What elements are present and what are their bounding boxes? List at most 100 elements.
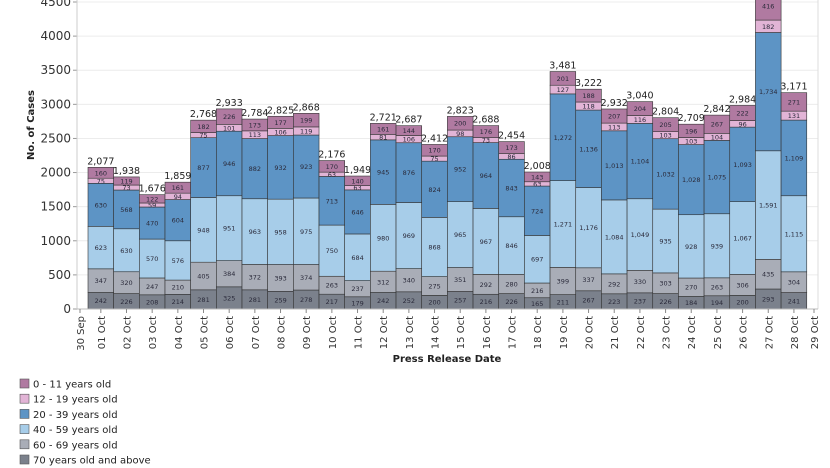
y-tick-label: 4500 (40, 0, 71, 9)
bar-segment (241, 138, 268, 200)
y-tick-label: 1500 (40, 200, 71, 214)
segment-label: 237 (634, 297, 646, 305)
bar-segment (498, 216, 525, 275)
x-tick-label: 04 Oct (174, 316, 185, 349)
bar-segment (703, 213, 731, 279)
segment-label: 281 (249, 296, 261, 304)
segment-label: 263 (711, 283, 723, 291)
y-tick-label: 3000 (40, 97, 71, 111)
segment-label: 843 (505, 185, 517, 193)
segment-label: 263 (326, 282, 338, 290)
segment-label: 630 (95, 201, 107, 209)
bar-total-label: 2,784 (241, 108, 268, 119)
bar-segment (267, 198, 294, 265)
segment-label: 306 (736, 281, 748, 289)
bar-segment (395, 125, 423, 136)
segment-label: 257 (454, 297, 466, 305)
segment-label: 252 (403, 297, 415, 305)
bar-segment (293, 134, 320, 199)
segment-label: 416 (762, 2, 774, 10)
segment-label: 205 (659, 121, 671, 129)
bar-segment (370, 139, 397, 205)
bar-segment (87, 183, 114, 227)
bar-segment (318, 160, 345, 173)
segment-label: 81 (379, 134, 387, 142)
segment-label: 932 (274, 164, 286, 172)
x-tick-label: 06 Oct (225, 316, 236, 349)
segment-label: 119 (300, 127, 312, 135)
x-tick-label: 17 Oct (508, 316, 519, 349)
bar-segment (216, 108, 243, 125)
segment-label: 877 (197, 164, 209, 172)
segment-label: 184 (685, 299, 697, 307)
bar-segment (780, 119, 808, 197)
bar-segment (293, 113, 320, 128)
segment-label: 952 (454, 166, 466, 174)
x-axis-title: Press Release Date (393, 354, 502, 365)
bar-total-label: 2,842 (703, 104, 730, 115)
segment-label: 1,075 (708, 174, 727, 182)
bar-segment (549, 267, 577, 295)
segment-label: 948 (197, 226, 209, 234)
bar-segment (190, 137, 217, 198)
segment-label: 271 (788, 98, 800, 106)
segment-label: 281 (197, 296, 209, 304)
segment-label: 1,067 (733, 235, 752, 243)
segment-label: 173 (505, 144, 517, 152)
segment-label: 1,272 (554, 134, 573, 142)
segment-label: 958 (274, 228, 286, 236)
segment-label: 131 (788, 112, 800, 120)
bar-segment (344, 189, 371, 235)
bar-segment (472, 208, 500, 275)
bar-segment (524, 235, 551, 284)
segment-label: 73 (122, 184, 130, 192)
x-tick-label: 25 Oct (713, 316, 724, 349)
bar-segment (447, 136, 474, 202)
x-tick-label: 23 Oct (662, 316, 673, 349)
segment-label: 435 (762, 271, 774, 279)
segment-label: 170 (428, 147, 440, 155)
x-tick-label: 09 Oct (302, 316, 313, 349)
segment-label: 116 (634, 116, 646, 124)
segment-label: 965 (454, 231, 466, 239)
segment-label: 1,032 (656, 170, 675, 178)
segment-label: 939 (711, 242, 723, 250)
bar-segment (549, 180, 577, 268)
segment-label: 372 (249, 274, 261, 282)
segment-label: 211 (557, 298, 569, 306)
segment-label: 140 (351, 177, 363, 185)
segment-label: 127 (557, 86, 569, 94)
bar-segment (113, 176, 140, 186)
segment-label: 188 (582, 92, 594, 100)
bar-segment (190, 261, 217, 291)
bar-segment (216, 130, 243, 197)
segment-label: 275 (428, 282, 440, 290)
bar-segment (780, 92, 808, 112)
x-tick-label: 11 Oct (354, 316, 365, 349)
segment-label: 964 (480, 172, 492, 180)
segment-label: 1,734 (759, 88, 778, 96)
bar-segment (549, 71, 577, 86)
x-tick-label: 18 Oct (533, 316, 544, 349)
bar-segment (164, 199, 191, 242)
legend-swatch (19, 439, 30, 450)
segment-label: 196 (685, 127, 697, 135)
bar-segment (318, 224, 345, 277)
segment-label: 170 (326, 163, 338, 171)
bar-total-label: 3,171 (780, 82, 807, 93)
segment-label: 200 (736, 299, 748, 307)
bars: 242347623630751602,077226320630568731191… (87, 0, 808, 310)
y-tick-label: 500 (48, 268, 71, 282)
x-tick-label: 27 Oct (764, 316, 775, 349)
segment-label: 210 (172, 284, 184, 292)
x-tick-label: 22 Oct (636, 316, 647, 349)
legend-label: 40 - 59 years old (33, 425, 118, 436)
segment-label: 325 (223, 294, 235, 302)
x-tick-label: 26 Oct (739, 316, 750, 349)
segment-label: 199 (300, 117, 312, 125)
segment-label: 604 (172, 217, 184, 225)
segment-label: 304 (788, 279, 800, 287)
y-tick-label: 1000 (40, 234, 71, 248)
segment-label: 1,013 (605, 162, 624, 170)
bar-total-label: 1,949 (344, 165, 371, 176)
